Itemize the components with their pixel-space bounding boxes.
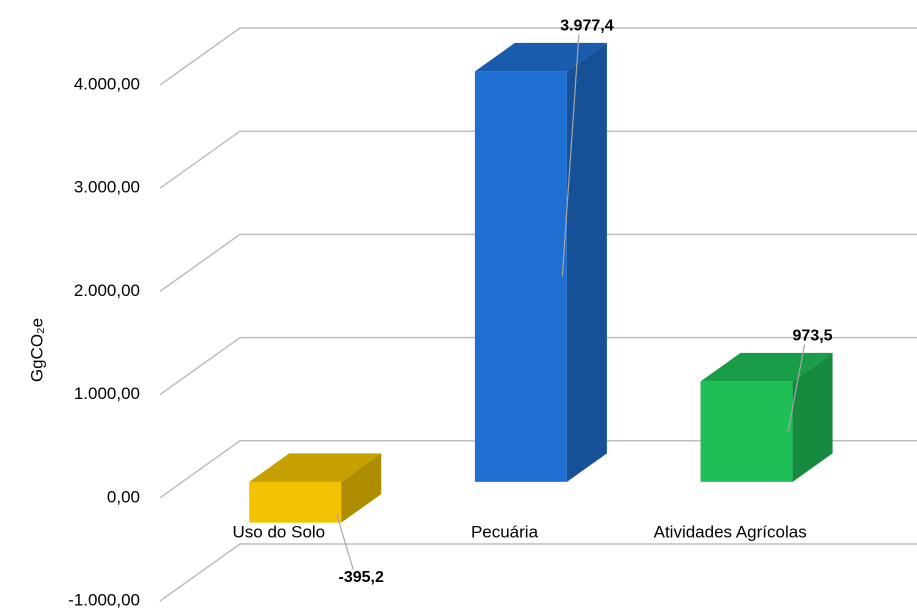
y-tick-label: 1.000,00 xyxy=(74,384,140,403)
grid-line xyxy=(159,440,917,499)
bar-top xyxy=(474,42,607,72)
y-axis-title: GgCO₂e xyxy=(27,318,46,382)
grid-line xyxy=(159,130,917,189)
y-tick-label: -1.000,00 xyxy=(68,590,140,609)
bar-top xyxy=(249,453,382,482)
y-tick-label: 4.000,00 xyxy=(74,74,140,93)
leader-line xyxy=(336,514,354,570)
bar-side xyxy=(792,352,833,482)
y-tick-label: 3.000,00 xyxy=(74,178,140,197)
value-label: 3.977,4 xyxy=(560,18,613,35)
grid-line xyxy=(159,336,917,396)
value-label: 973,5 xyxy=(793,328,833,345)
x-tick-label: Pecuária xyxy=(471,522,539,541)
leader-line xyxy=(787,344,806,432)
grid-line xyxy=(159,543,917,602)
x-tick-label: Atividades Agrícolas xyxy=(654,522,807,541)
bar-front xyxy=(249,481,342,523)
x-tick-label: Uso do Solo xyxy=(233,522,326,541)
bar-side xyxy=(566,42,607,482)
leader-line xyxy=(561,34,580,277)
grid-line xyxy=(159,233,917,293)
grid-line xyxy=(159,27,917,86)
bar-front xyxy=(700,381,793,482)
y-tick-label: 2.000,00 xyxy=(74,281,140,300)
y-tick-label: 0,00 xyxy=(107,487,140,506)
bar-top xyxy=(700,352,833,382)
bar-front xyxy=(474,71,567,482)
bar-side xyxy=(341,453,382,523)
value-label: -395,2 xyxy=(339,569,384,586)
